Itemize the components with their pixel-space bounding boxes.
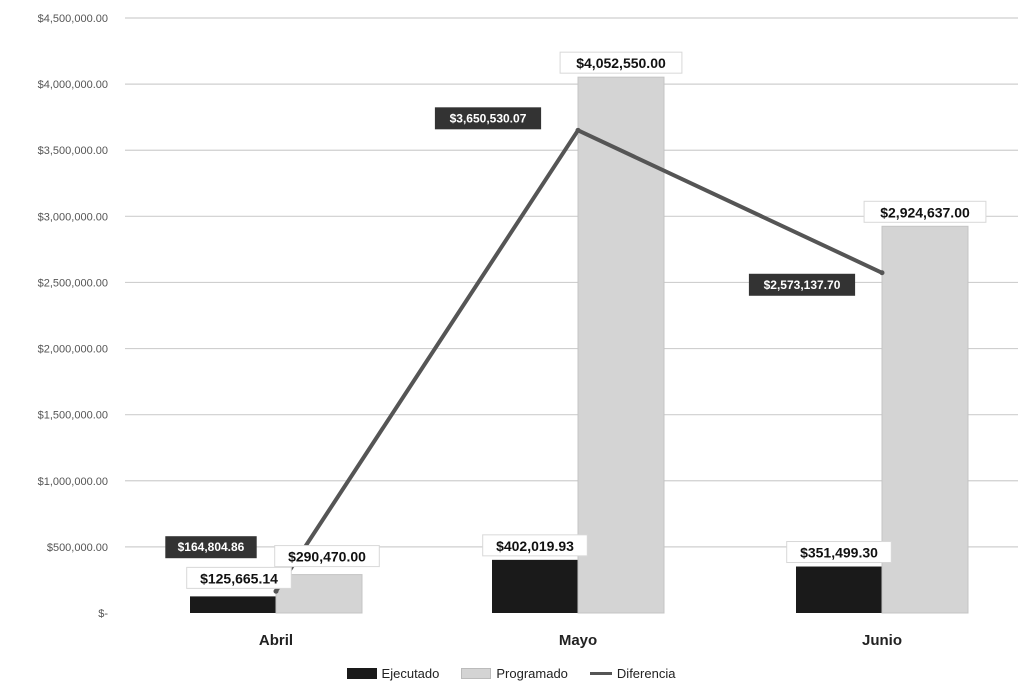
legend-label-programado: Programado [496,665,568,681]
y-tick-label: $3,000,000.00 [38,211,108,223]
bars [190,76,969,614]
x-axis-category-labels: Abril Mayo Junio [259,632,902,649]
data-label-programado-abril: $290,470.00 [288,549,366,565]
x-category-label-abril: Abril [259,632,293,649]
legend-label-ejecutado: Ejecutado [381,665,440,681]
y-tick-label: $1,000,000.00 [38,476,108,488]
data-label-programado-junio: $2,924,637.00 [880,204,970,220]
data-label-diferencia-junio: $2,573,137.70 [764,278,841,292]
y-tick-label: $2,000,000.00 [38,344,108,356]
point-diferencia-junio [879,270,885,276]
x-category-label-junio: Junio [862,632,902,649]
x-category-label-mayo: Mayo [559,632,597,649]
data-label-ejecutado-abril: $125,665.14 [200,570,278,586]
legend-item-ejecutado: Ejecutado [346,665,440,681]
gridlines [125,17,1018,548]
y-tick-label: $4,500,000.00 [38,13,108,25]
bar-ejecutado-abril [190,596,276,613]
legend-swatch-diferencia [589,671,612,675]
data-label-programado-mayo: $4,052,550.00 [576,55,666,71]
data-label-box-programado-abril [274,545,380,568]
bar-programado-mayo [577,76,665,614]
legend-swatch-ejecutado [346,667,377,679]
data-label-box-ejecutado-abril [186,566,292,589]
data-label-box-diferencia-mayo [434,107,542,130]
diferencia-line-layer [273,127,885,594]
data-labels: $125,665.14 $290,470.00 $402,019.93 $4,052,… [165,51,987,589]
data-label-ejecutado-junio: $351,499.30 [800,545,878,561]
legend: Ejecutado Programado Diferencia [0,662,1022,684]
bar-ejecutado-junio [796,566,882,613]
data-label-box-diferencia-junio [748,273,856,296]
bar-programado-junio [881,225,969,614]
legend-swatch-programado [461,667,492,679]
data-label-box-ejecutado-mayo [482,534,588,557]
data-label-box-programado-mayo [559,51,683,74]
y-tick-label: $4,000,000.00 [38,79,108,91]
y-tick-label: $3,500,000.00 [38,145,108,157]
legend-label-diferencia: Diferencia [616,665,676,681]
data-label-ejecutado-mayo: $402,019.93 [496,538,574,554]
data-label-diferencia-mayo: $3,650,530.07 [450,111,527,125]
y-tick-label: $500,000.00 [47,542,108,554]
data-label-box-programado-junio [863,200,987,223]
point-diferencia-mayo [575,127,581,133]
bar-ejecutado-mayo [492,559,578,613]
y-axis-tick-labels: $- $500,000.00 $1,000,000.00 $1,500,000.00 $… [38,13,109,620]
legend-item-diferencia: Diferencia [589,665,676,681]
y-tick-label: $1,500,000.00 [38,410,108,422]
legend-item-programado: Programado [461,666,568,681]
data-label-box-ejecutado-junio [786,541,892,564]
point-diferencia-abril [273,588,279,594]
data-label-diferencia-abril: $164,804.86 [178,540,245,554]
y-tick-label: $- [98,608,108,620]
data-label-box-diferencia-abril [165,536,257,559]
y-tick-label: $2,500,000.00 [38,277,108,289]
